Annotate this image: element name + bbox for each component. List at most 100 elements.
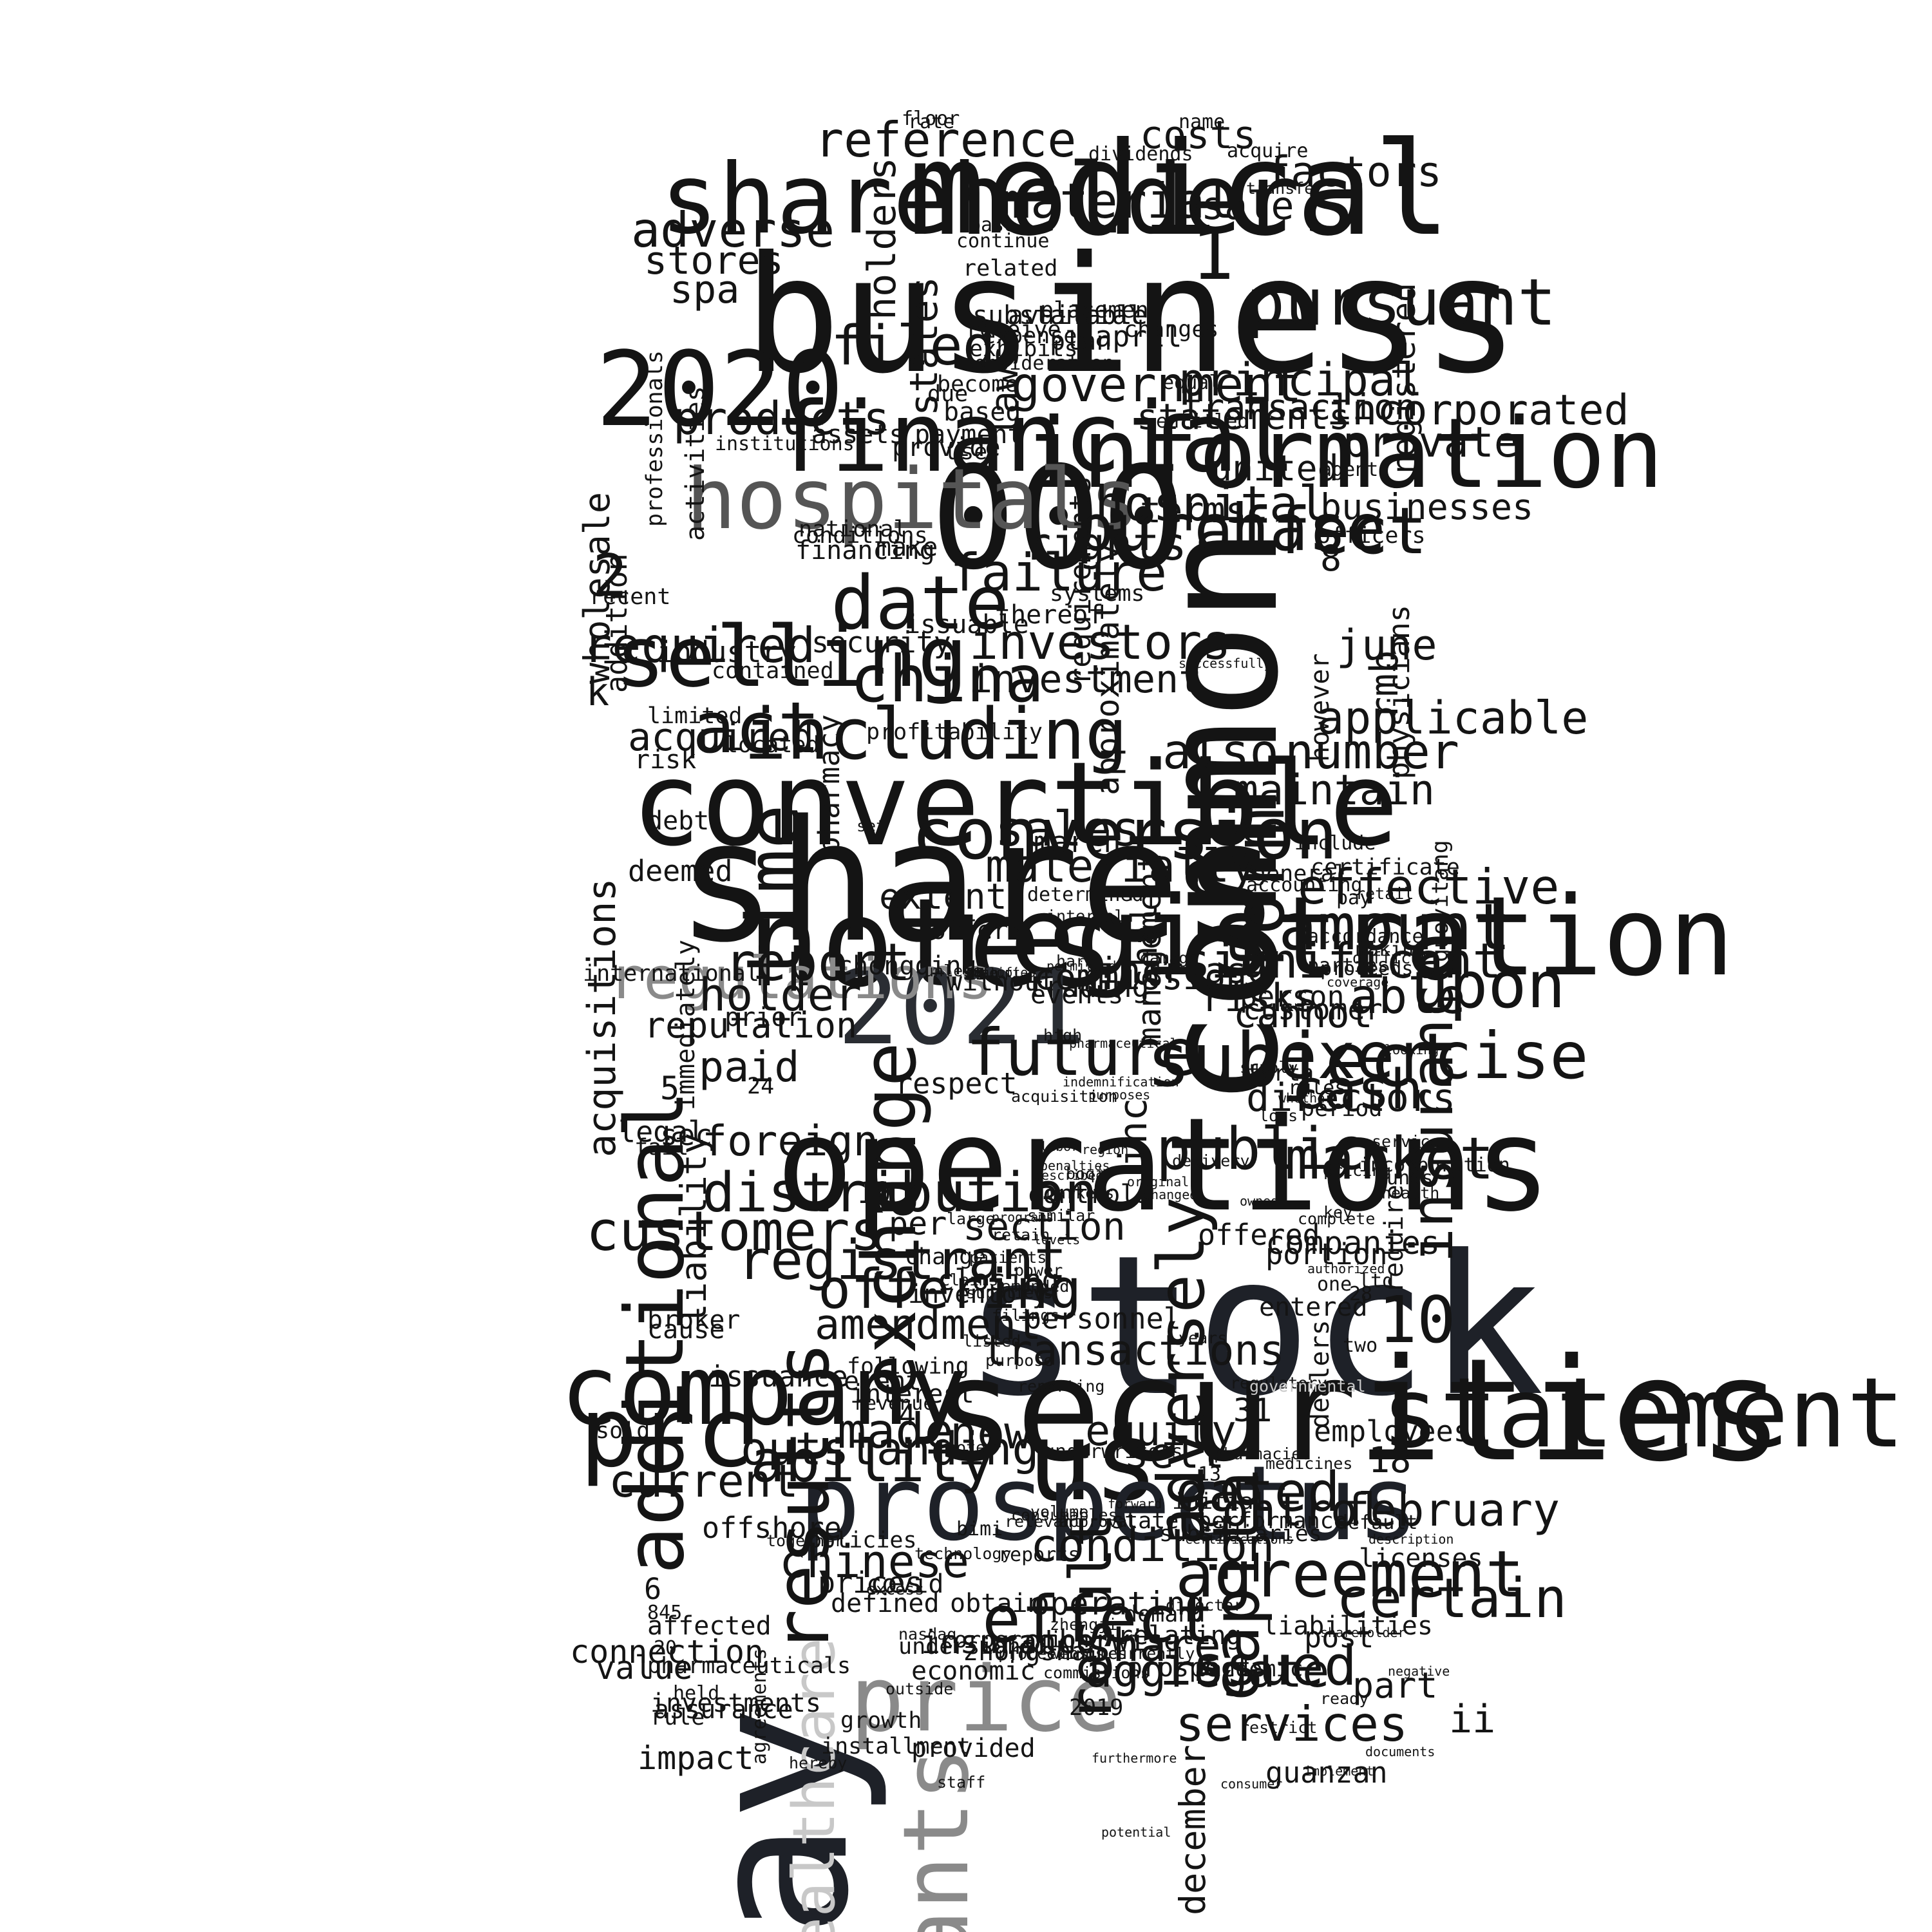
word-6: 6 <box>644 1572 662 1606</box>
word-liability: liability <box>673 1132 714 1325</box>
word-amended: amended <box>1001 1277 1070 1296</box>
word-guanzan: guanzan <box>1265 1756 1388 1790</box>
word-business: business <box>744 222 1520 409</box>
word-reference: reference <box>815 111 1077 168</box>
word-principal: principal <box>1179 354 1423 406</box>
word-set: set <box>857 817 886 835</box>
word-interest: interest <box>850 1379 974 1409</box>
word-including: including <box>744 693 1128 775</box>
word-following: following <box>847 1354 969 1379</box>
word-suppliers: suppliers <box>966 1283 1054 1302</box>
word-conditions: conditions <box>792 523 928 549</box>
word-healthcare: healthcare <box>781 1638 848 1932</box>
word-restrict: restrict <box>1240 1718 1318 1737</box>
word-based: based <box>943 397 1021 427</box>
word-18: 18 <box>1368 1439 1412 1481</box>
word-purpose: purpose <box>985 1351 1054 1370</box>
word-cash: cash <box>1291 1058 1423 1122</box>
word-thereof: thereof <box>995 600 1104 630</box>
word-documents: documents <box>1365 1744 1435 1759</box>
word-agreement: agreement <box>1175 1537 1524 1612</box>
word-disrupt: disrupt <box>966 965 1021 980</box>
word-floor: floor <box>902 108 960 130</box>
word-prices: prices <box>818 1566 923 1600</box>
word-authorized: authorized <box>1307 1261 1385 1276</box>
word-excess: excess <box>866 1580 925 1598</box>
word-sold: sold <box>596 1418 650 1444</box>
word-outstanding: outstanding <box>741 1423 1039 1475</box>
word-certifications: certifications <box>1185 1531 1294 1547</box>
word-transfer: transfer <box>1246 179 1324 198</box>
word-coverage: coverage <box>1327 974 1389 990</box>
word-programs: programs <box>992 1209 1054 1225</box>
word-ltd: ltd <box>1359 1270 1394 1293</box>
word-value: value <box>596 1649 693 1687</box>
word-base: base <box>969 214 1016 236</box>
word-required: required <box>583 617 816 674</box>
word-large: large <box>947 1209 996 1228</box>
word-health: health <box>1381 1184 1440 1202</box>
word-2021: 2021 <box>837 947 1086 1068</box>
word-implement: implement <box>1304 1763 1374 1779</box>
word-forth: forth <box>1246 1061 1314 1086</box>
word-provided: provided <box>911 1734 1036 1763</box>
word-controls: controls <box>1027 1180 1151 1209</box>
word-assurance: assurance <box>654 1695 793 1725</box>
word-revenue: revenue <box>853 1392 935 1415</box>
word-000: 000 <box>931 436 1187 601</box>
word-fail: fail <box>634 1135 689 1160</box>
word-private: private <box>1343 419 1519 467</box>
word-offered: offered <box>1198 1218 1320 1252</box>
word-zhengji: zhengji <box>1050 1615 1118 1634</box>
word-undersigned: undersigned <box>898 1634 1048 1660</box>
word-currently: currently <box>1108 1644 1195 1663</box>
word-pandemic: pandemic <box>1195 1656 1303 1682</box>
word-costs: costs <box>1140 113 1256 158</box>
word-filed: filed <box>831 314 996 378</box>
word-2: 2 <box>592 542 628 610</box>
word-profitability: profitability <box>866 719 1043 745</box>
word-24: 24 <box>747 1074 775 1099</box>
word-due: due <box>927 381 969 407</box>
word-dividends: dividends <box>1088 143 1193 166</box>
word-changed: changed <box>1143 1187 1198 1202</box>
word-pharmacies: pharmacies <box>1214 1444 1311 1463</box>
word-damage: damage <box>1140 949 1198 967</box>
word-trading: trading <box>1027 970 1150 1004</box>
word-name: name <box>1179 111 1226 133</box>
word-physicians: physicians <box>1382 605 1416 779</box>
word-default: default <box>1336 1511 1418 1534</box>
word-approval: approval <box>1059 1512 1137 1531</box>
word-description: description <box>1368 1531 1454 1547</box>
word-looking: looking <box>1385 1042 1439 1057</box>
word-aggregate: aggregate <box>1085 1645 1330 1698</box>
word-share: share <box>1085 1619 1221 1672</box>
word-note: note <box>947 1438 986 1457</box>
word-hereby: hereby <box>789 1754 848 1772</box>
word-future: future <box>966 1015 1199 1090</box>
word-selling: selling <box>615 608 968 706</box>
word-region: region <box>1082 1142 1129 1157</box>
word-installment: installment <box>821 1734 971 1759</box>
word-employees: employees <box>1314 1414 1471 1448</box>
word-report: report <box>724 933 911 992</box>
word-medicines: medicines <box>1265 1454 1353 1473</box>
word-stores: stores <box>644 238 784 283</box>
word-businesses: businesses <box>1320 486 1534 527</box>
word-performance: performance <box>1198 1508 1347 1534</box>
word-substantial: substantial <box>972 301 1143 330</box>
word-consideration: consideration <box>963 352 1114 375</box>
word-deemed: deemed <box>628 854 733 888</box>
word-held: held <box>673 1682 720 1705</box>
word-consumer: consumer <box>1220 1776 1283 1792</box>
word-transactions: transactions <box>982 1327 1285 1375</box>
word-subject: subject <box>1146 1018 1459 1104</box>
word-entitled: entitled <box>1156 410 1249 433</box>
word-2020: 2020 <box>596 329 844 450</box>
word-without: without <box>947 967 1056 997</box>
word-industry: industry <box>657 635 797 669</box>
word-ii: ii <box>1449 1697 1496 1742</box>
word-3: 3 <box>1037 1179 1059 1220</box>
word-risk: risk <box>634 745 697 775</box>
word-8: 8 <box>1320 538 1342 579</box>
